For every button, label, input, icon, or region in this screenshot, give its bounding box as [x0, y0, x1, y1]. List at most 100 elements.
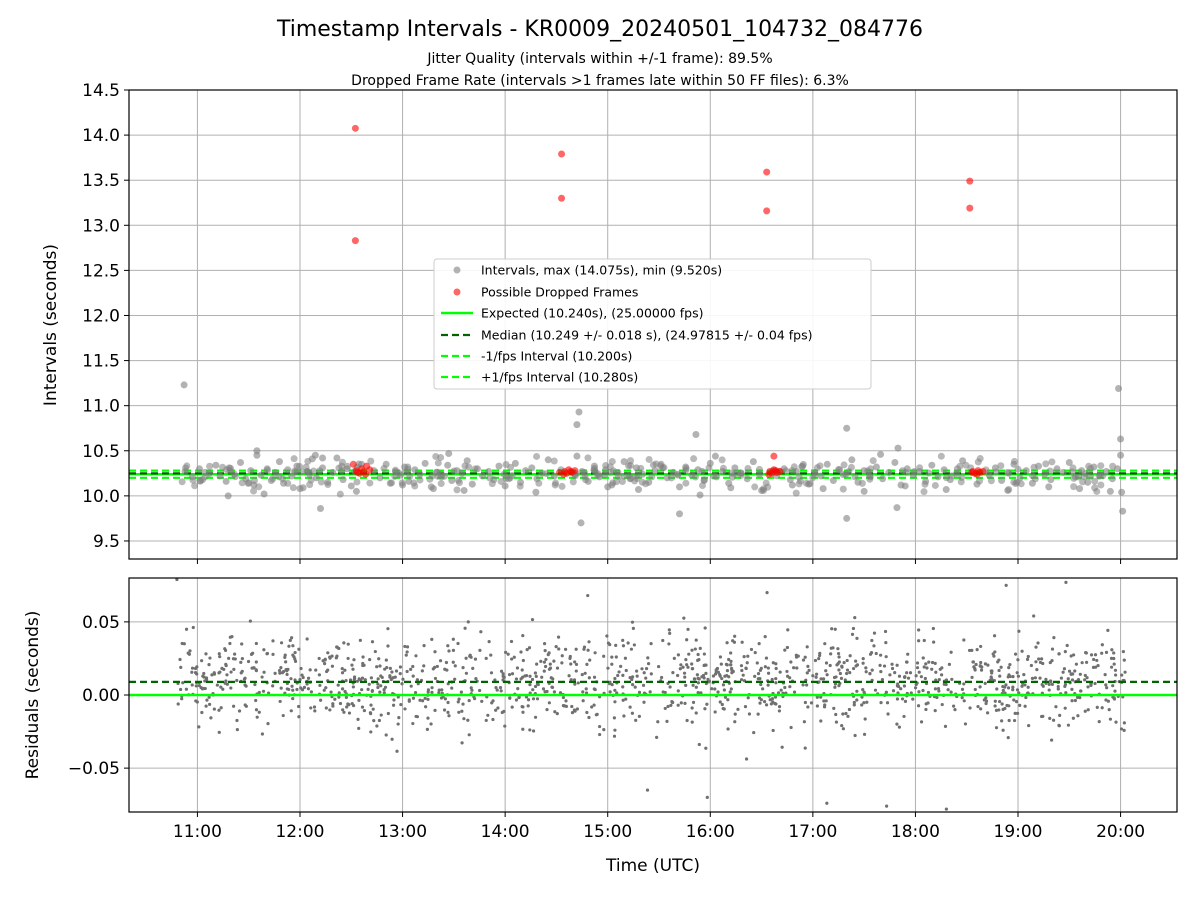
residual-point: [952, 704, 956, 708]
residual-point: [997, 668, 1001, 673]
residual-point: [1110, 648, 1114, 652]
residual-point: [539, 659, 543, 663]
residual-point: [415, 678, 420, 682]
residual-point: [971, 660, 975, 664]
residual-point: [1006, 686, 1011, 690]
residual-point: [927, 660, 931, 664]
residual-point: [580, 673, 584, 677]
residual-point: [223, 648, 228, 652]
residual-point: [375, 665, 379, 669]
interval-point: [1068, 468, 1076, 476]
interval-point: [260, 490, 268, 498]
residual-point: [853, 616, 857, 620]
residual-point: [786, 628, 790, 632]
residual-point: [693, 647, 697, 651]
residuals-y-tick-label: 0.05: [82, 613, 120, 633]
residual-point: [862, 701, 866, 705]
interval-point: [1108, 475, 1116, 483]
residual-point: [273, 671, 277, 675]
residual-point: [541, 687, 546, 691]
residual-point: [930, 660, 935, 665]
residual-point: [1003, 685, 1007, 689]
residual-point: [379, 684, 383, 688]
residual-point: [557, 647, 561, 651]
residual-point: [508, 696, 512, 700]
residual-point: [521, 710, 525, 714]
residual-point: [309, 706, 313, 710]
residual-point: [254, 668, 258, 672]
residual-point: [815, 672, 819, 676]
interval-point: [604, 483, 612, 491]
interval-point: [398, 479, 406, 487]
residual-point: [878, 663, 882, 667]
interval-point: [992, 468, 1000, 476]
residual-point: [721, 683, 726, 687]
residual-point: [864, 670, 868, 674]
residual-point: [447, 649, 451, 653]
residual-point: [933, 661, 937, 665]
residual-point: [1064, 691, 1068, 695]
residual-point: [1093, 681, 1097, 686]
interval-point: [1097, 481, 1105, 489]
residual-point: [704, 671, 708, 675]
residual-point: [478, 648, 482, 652]
residual-point: [895, 722, 899, 726]
residual-point: [696, 691, 700, 695]
residual-point: [351, 685, 355, 689]
residual-point: [464, 671, 468, 675]
residual-point: [668, 631, 672, 635]
residual-point: [1013, 711, 1017, 715]
residual-point: [1014, 652, 1018, 656]
residual-point: [728, 690, 732, 694]
interval-point: [257, 471, 265, 479]
residual-point: [594, 713, 598, 717]
residual-point: [848, 671, 852, 675]
interval-point: [869, 457, 877, 465]
residual-point: [917, 628, 921, 632]
residual-point: [694, 711, 698, 715]
residual-point: [676, 673, 680, 678]
interval-point: [343, 462, 351, 470]
residual-point: [759, 682, 763, 687]
residual-point: [1070, 687, 1074, 692]
x-tick-label: 18:00: [891, 822, 940, 842]
residual-point: [815, 695, 819, 699]
residual-point: [761, 687, 765, 691]
residuals-points: [175, 577, 1127, 811]
interval-point: [792, 489, 800, 497]
residual-point: [853, 733, 857, 738]
residual-point: [630, 677, 634, 682]
residual-point: [893, 671, 897, 675]
interval-point: [486, 474, 494, 482]
residual-point: [414, 654, 418, 658]
residual-point: [346, 642, 350, 646]
residual-point: [682, 616, 686, 620]
interval-point: [937, 452, 945, 460]
interval-point: [659, 464, 667, 472]
residuals-y-tick-label: 0.00: [82, 686, 120, 706]
residual-point: [1089, 653, 1094, 657]
residual-point: [585, 662, 589, 666]
interval-point: [468, 480, 476, 488]
residual-point: [617, 670, 621, 674]
residual-point: [992, 634, 997, 638]
residual-point: [331, 702, 335, 706]
residual-point: [1122, 658, 1126, 662]
residual-point: [1119, 727, 1124, 731]
residual-point: [746, 654, 750, 658]
residual-point: [325, 669, 329, 674]
residual-point: [418, 698, 422, 702]
residual-point: [573, 682, 577, 686]
residual-point: [865, 700, 869, 704]
residual-point: [962, 682, 966, 686]
residual-point: [561, 695, 566, 700]
residual-point: [891, 689, 896, 693]
residual-point: [519, 650, 523, 654]
interval-point: [1048, 458, 1056, 466]
interval-point: [511, 459, 519, 467]
residual-point: [649, 672, 653, 676]
interval-point: [756, 470, 764, 478]
residual-point: [1023, 683, 1027, 687]
residual-point: [984, 701, 988, 706]
